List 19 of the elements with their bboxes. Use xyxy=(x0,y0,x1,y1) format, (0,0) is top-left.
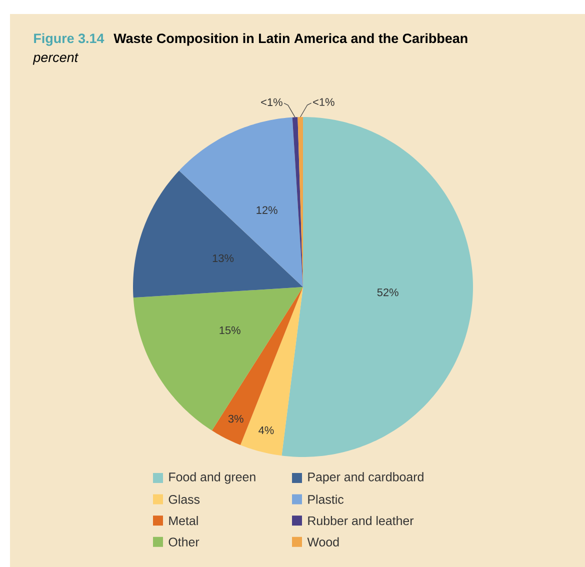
data-label: 3% xyxy=(228,414,244,423)
legend-label: Wood xyxy=(307,537,339,546)
chart-subtitle: percent xyxy=(32,53,79,65)
data-label: 4% xyxy=(258,426,274,434)
legend-label: Food and green xyxy=(169,472,256,484)
legend-label: Paper and cardboard xyxy=(308,472,424,484)
data-label: 15% xyxy=(220,326,240,334)
legend-label: Metal xyxy=(169,516,198,526)
caption: Figure 3.14 xyxy=(34,33,104,46)
data-label: 12% xyxy=(256,206,278,214)
data-label: 13% xyxy=(212,254,234,262)
data-label: 52% xyxy=(377,288,398,296)
chart-title: Waste Composition in Latin America and the Caribbean xyxy=(114,33,468,46)
legend-label: Other xyxy=(168,537,200,546)
data-label: <1% xyxy=(313,98,334,106)
legend-label: Plastic xyxy=(308,494,344,504)
data-label: <1% xyxy=(261,98,282,106)
legend-label: Rubber and leather xyxy=(308,516,414,526)
legend-label: Glass xyxy=(168,494,200,504)
